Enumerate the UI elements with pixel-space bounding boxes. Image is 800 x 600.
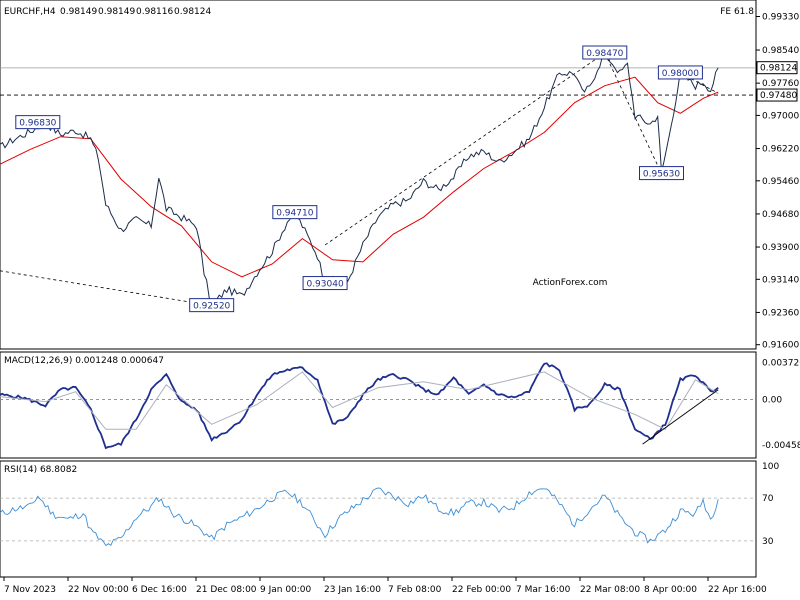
rsi-y-tick-label: 100 <box>762 462 779 472</box>
price-y-tick-label: 0.93900 <box>762 243 799 253</box>
price-trendline <box>604 52 662 174</box>
rsi-y-tick-label: 70 <box>762 494 774 504</box>
macd-signal-line <box>0 371 719 430</box>
price-annotation: 0.93040 <box>302 276 348 291</box>
rsi-panel-frame <box>0 460 757 578</box>
macd-lines <box>0 362 756 450</box>
fe-indicator-label: FE 61.8 <box>720 7 754 17</box>
current-price-box <box>756 61 798 75</box>
price-y-tick-label: 0.91600 <box>762 341 799 351</box>
price-y-tick-label: 0.96220 <box>762 145 799 155</box>
price-annotation-box <box>15 115 61 130</box>
macd-macd-line <box>0 362 719 450</box>
moving-average-line <box>0 76 719 278</box>
macd-y-tick-label: 0.003726 <box>762 359 800 369</box>
price-y-tick-label: 0.98540 <box>762 46 799 56</box>
x-tick-label: 7 Feb 08:00 <box>388 585 442 595</box>
rsi-line <box>0 487 719 547</box>
price-annotation-label: 0.96830 <box>19 119 56 129</box>
fe-price-tag: 0.97480 <box>756 88 798 102</box>
price-line <box>0 52 719 306</box>
price-annotation-box <box>302 276 348 291</box>
x-tick-label: 23 Jan 16:00 <box>324 585 381 595</box>
price-annotation-label: 0.98470 <box>586 49 623 59</box>
price-annotation: 0.94710 <box>272 205 318 220</box>
macd-trendline <box>642 389 719 445</box>
ohlc-low: 0.98116 <box>136 7 173 17</box>
x-tick-label: 21 Dec 08:00 <box>196 585 257 595</box>
rsi-title: RSI(14) 68.8082 <box>4 465 77 475</box>
fe-price-label: 0.97480 <box>760 91 797 101</box>
price-panel: EURCHF,H4 0.98149 0.98149 0.98116 0.9812… <box>0 0 799 351</box>
rsi-lines <box>0 487 756 547</box>
price-annotation: 0.95630 <box>639 166 684 181</box>
price-annotation-label: 0.95630 <box>643 170 680 180</box>
price-y-axis: 0.99330 0.98540 0.97760 0.97000 0.96220 0.954… <box>756 12 799 351</box>
price-y-tick-label: 0.92360 <box>762 308 799 318</box>
price-annotations: 0.96830 0.92520 0.94710 0.93040 0.98470 0.956… <box>15 45 703 313</box>
current-price-label: 0.98124 <box>760 64 797 74</box>
ohlc-close: 0.98124 <box>174 7 211 17</box>
macd-panel: MACD(12,26,9) 0.001248 0.000647 0.003726… <box>0 351 800 459</box>
price-title: EURCHF,H4 <box>4 7 56 17</box>
current-price-tag: 0.98124 <box>756 61 798 75</box>
x-tick-label: 8 Apr 00:00 <box>644 585 697 595</box>
price-annotation: 0.98470 <box>582 45 628 60</box>
ohlc-open: 0.98149 <box>60 7 97 17</box>
rsi-y-axis: 100 70 30 <box>762 462 779 547</box>
macd-y-tick-label: 0.00 <box>762 396 782 406</box>
ohlc-high: 0.98149 <box>98 7 135 17</box>
x-axis: 7 Nov 2023 22 Nov 00:00 6 Dec 16:00 21 Dec … <box>3 577 767 595</box>
x-tick-label: 7 Nov 2023 <box>4 585 56 595</box>
price-annotation-box <box>582 45 628 60</box>
price-annotation: 0.96830 <box>15 115 61 130</box>
rsi-panel: RSI(14) 68.8082 100 70 30 <box>0 460 779 578</box>
price-annotation: 0.92520 <box>189 298 235 313</box>
price-y-tick-label: 0.97760 <box>762 79 799 89</box>
price-lines <box>0 52 756 306</box>
x-tick-label: 22 Nov 00:00 <box>68 585 129 595</box>
price-y-tick-label: 0.95460 <box>762 177 799 187</box>
price-annotation-label: 0.92520 <box>193 302 230 312</box>
x-tick-label: 9 Jan 00:00 <box>260 585 312 595</box>
macd-y-tick-label: -0.004584 <box>762 441 800 451</box>
price-y-tick-label: 0.99330 <box>762 12 799 22</box>
x-tick-label: 22 Apr 16:00 <box>708 585 767 595</box>
fe-price-box <box>756 88 798 102</box>
price-panel-frame <box>0 0 757 350</box>
price-annotation-label: 0.94710 <box>276 209 313 219</box>
x-tick-label: 22 Feb 00:00 <box>452 585 511 595</box>
price-annotation-label: 0.93040 <box>306 280 343 290</box>
price-annotation-box <box>272 205 318 220</box>
rsi-y-tick-label: 30 <box>762 537 774 547</box>
price-annotation: 0.98000 <box>657 65 703 80</box>
price-trendline <box>324 52 606 246</box>
macd-title: MACD(12,26,9) 0.001248 0.000647 <box>4 356 164 366</box>
x-tick-label: 22 Mar 08:00 <box>580 585 640 595</box>
x-tick-label: 6 Dec 16:00 <box>132 585 187 595</box>
price-annotation-box <box>189 298 235 313</box>
x-tick-label: 7 Mar 16:00 <box>516 585 571 595</box>
price-y-tick-label: 0.94680 <box>762 210 799 220</box>
watermark: ActionForex.com <box>533 278 608 288</box>
price-y-tick-label: 0.97000 <box>762 111 799 121</box>
price-y-tick-label: 0.93140 <box>762 275 799 285</box>
price-annotation-box <box>657 65 703 80</box>
macd-panel-frame <box>0 351 757 459</box>
price-annotation-box <box>639 166 684 181</box>
macd-y-axis: 0.003726 0.00 -0.004584 <box>762 359 800 451</box>
price-annotation-label: 0.98000 <box>662 69 699 79</box>
